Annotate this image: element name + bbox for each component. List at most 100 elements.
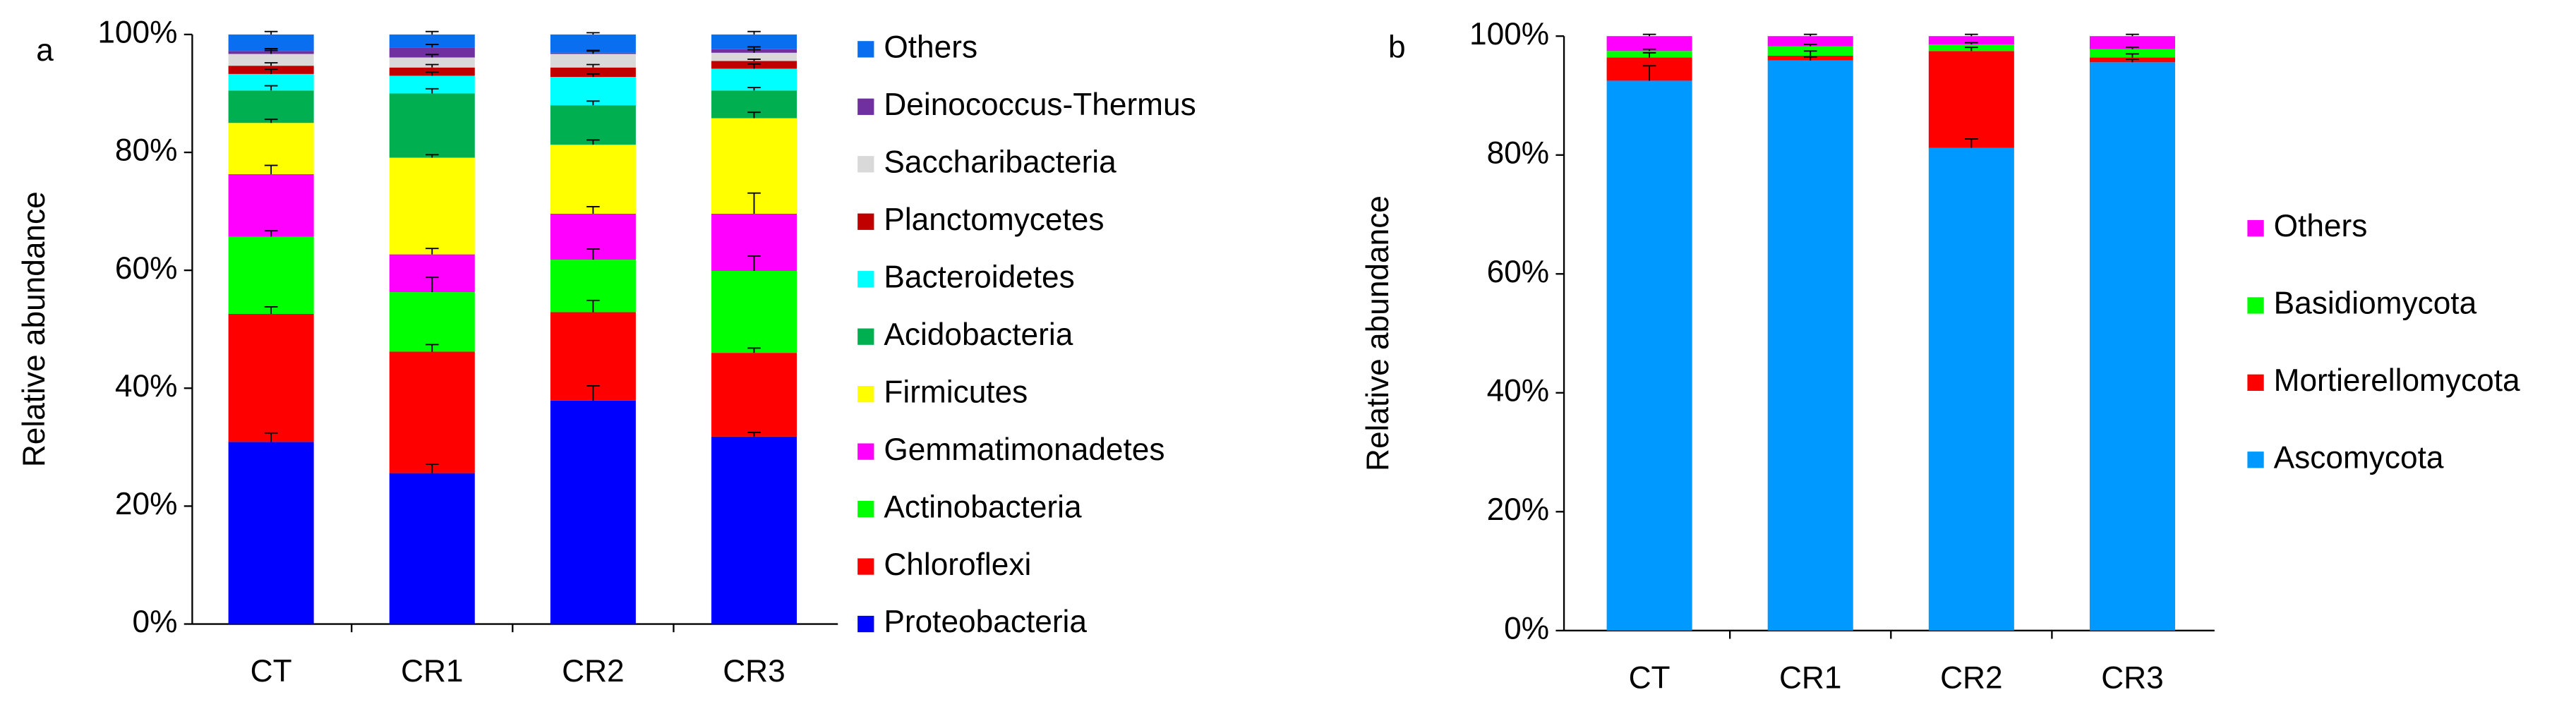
error-bar bbox=[747, 347, 761, 353]
bar-segment bbox=[389, 157, 475, 255]
bar-segment bbox=[1606, 80, 1692, 631]
error-bar bbox=[2126, 53, 2139, 58]
x-tick-label: CT bbox=[251, 654, 292, 689]
error-bar bbox=[586, 385, 600, 401]
error-bar bbox=[425, 44, 439, 48]
bar-segment bbox=[1606, 36, 1692, 51]
error-bar bbox=[1965, 42, 1978, 45]
legend-swatch bbox=[857, 443, 874, 460]
error-bar bbox=[747, 111, 761, 119]
error-bar bbox=[264, 85, 278, 91]
bar-segment bbox=[389, 47, 475, 58]
legend-label: Firmicutes bbox=[884, 375, 1028, 409]
legend-label: Deinococcus-Thermus bbox=[884, 87, 1196, 122]
error-bar bbox=[2126, 59, 2139, 63]
bar-segment bbox=[2089, 62, 2175, 631]
error-bar bbox=[425, 248, 439, 255]
error-bar bbox=[586, 63, 600, 68]
error-bar bbox=[1965, 47, 1978, 51]
y-tick-label: 60% bbox=[115, 251, 178, 286]
bar-segment bbox=[1928, 36, 2014, 45]
bar-segment bbox=[550, 34, 636, 53]
bar-segment bbox=[1928, 147, 2014, 631]
error-bar bbox=[2126, 47, 2139, 49]
error-bar bbox=[586, 299, 600, 313]
bar-segment bbox=[389, 292, 475, 352]
error-bar bbox=[1803, 33, 1817, 37]
x-tick-label: CR1 bbox=[1779, 660, 1841, 695]
legend-label: Mortierellomycota bbox=[2274, 363, 2520, 398]
bar-segment bbox=[228, 90, 314, 123]
legend-label: Acidobacteria bbox=[884, 317, 1073, 352]
error-bar bbox=[747, 192, 761, 214]
error-bar bbox=[747, 432, 761, 437]
error-bar bbox=[1803, 44, 1817, 47]
error-bar bbox=[425, 277, 439, 293]
error-bar bbox=[747, 30, 761, 35]
error-bar bbox=[586, 139, 600, 145]
error-bar bbox=[586, 100, 600, 106]
error-bar bbox=[264, 48, 278, 51]
bar-segment bbox=[711, 353, 798, 437]
error-bar bbox=[586, 49, 600, 53]
legend-swatch bbox=[2247, 297, 2264, 314]
error-bar bbox=[264, 30, 278, 35]
error-bar bbox=[2126, 33, 2139, 37]
y-tick-label: 40% bbox=[1487, 373, 1550, 408]
legend-label: Others bbox=[884, 30, 977, 65]
error-bar bbox=[425, 71, 439, 76]
error-bar bbox=[264, 62, 278, 66]
bar-segment bbox=[550, 67, 636, 78]
error-bar bbox=[264, 119, 278, 123]
bar-segment bbox=[711, 436, 798, 624]
bar-segment bbox=[389, 57, 475, 68]
error-bar bbox=[586, 205, 600, 214]
y-tick-label: 0% bbox=[133, 605, 178, 639]
bar-segment bbox=[711, 52, 798, 61]
legend-swatch bbox=[857, 386, 874, 403]
bar-segment bbox=[228, 54, 314, 66]
legend-swatch bbox=[857, 328, 874, 345]
y-tick-label: 100% bbox=[97, 16, 177, 50]
bar-segment bbox=[550, 105, 636, 145]
bar-segment bbox=[228, 313, 314, 442]
legend-swatch bbox=[857, 213, 874, 230]
error-bar bbox=[264, 164, 278, 174]
bar-segment bbox=[228, 34, 314, 51]
x-tick-label: CR1 bbox=[401, 654, 463, 689]
legend-swatch bbox=[857, 615, 874, 633]
legend-label: Basidiomycota bbox=[2274, 286, 2477, 321]
legend-swatch bbox=[857, 558, 874, 575]
legend-swatch bbox=[2247, 219, 2264, 237]
error-bar bbox=[1965, 33, 1978, 37]
error-bar bbox=[747, 46, 761, 49]
bar-segment bbox=[711, 270, 798, 353]
bar-segment bbox=[228, 174, 314, 237]
legend-label: Others bbox=[2274, 209, 2368, 243]
error-bar bbox=[425, 344, 439, 352]
error-bar bbox=[747, 255, 761, 271]
bar-segment bbox=[711, 34, 798, 49]
legend-label: Saccharibacteria bbox=[884, 145, 1117, 179]
legend-swatch bbox=[857, 41, 874, 58]
bar-segment bbox=[711, 68, 798, 91]
bar-segment bbox=[228, 73, 314, 91]
panel-label: a bbox=[36, 33, 54, 68]
x-tick-label: CR2 bbox=[1940, 660, 2002, 695]
error-bar bbox=[586, 248, 600, 260]
bar-segment bbox=[2089, 36, 2175, 49]
x-tick-label: CR2 bbox=[562, 654, 624, 689]
error-bar bbox=[425, 30, 439, 35]
error-bar bbox=[264, 306, 278, 314]
error-bar bbox=[1965, 138, 1978, 148]
error-bar bbox=[1642, 48, 1656, 51]
bar-segment bbox=[228, 236, 314, 314]
error-bar bbox=[425, 63, 439, 68]
error-bar bbox=[425, 154, 439, 158]
legend-label: Proteobacteria bbox=[884, 605, 1087, 639]
bar-segment bbox=[1767, 36, 1853, 47]
legend-label: Gemmatimonadetes bbox=[884, 432, 1164, 467]
error-bar bbox=[586, 73, 600, 78]
